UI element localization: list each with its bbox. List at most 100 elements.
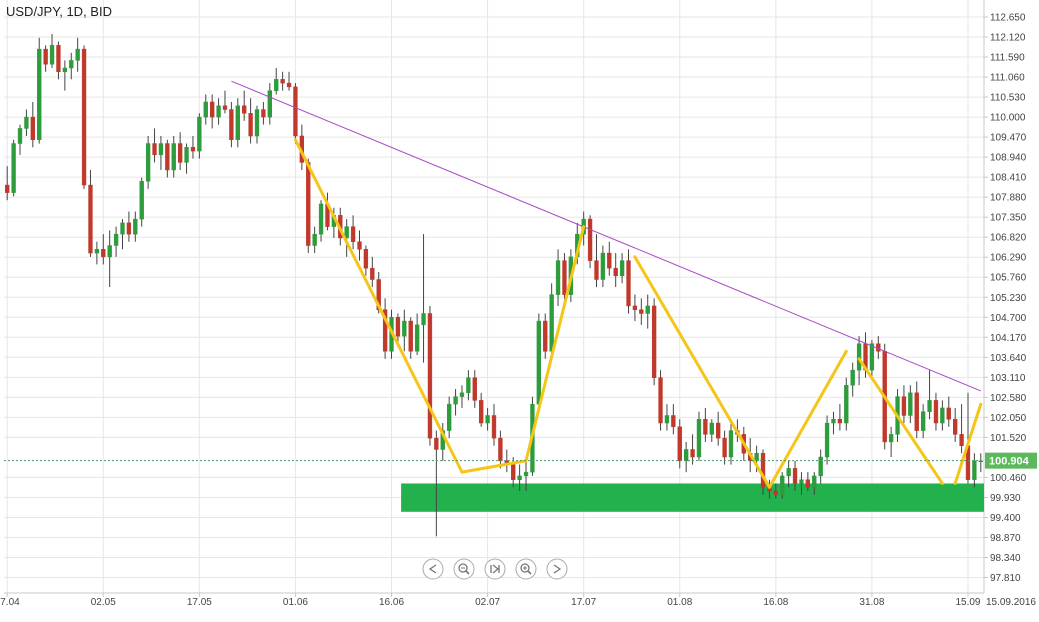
candle-body	[722, 437, 727, 458]
candle-body	[517, 475, 522, 480]
candle-body	[152, 143, 157, 156]
candle-body	[626, 260, 631, 307]
candle-body	[190, 147, 196, 152]
triangle-left-icon	[428, 564, 437, 574]
candle-body	[5, 184, 10, 193]
y-tick-label: 100.460	[990, 473, 1027, 484]
chart-title: USD/JPY, 1D, BID	[6, 4, 112, 19]
nav-button-circle	[484, 558, 506, 580]
candle-body	[357, 241, 362, 250]
magnifier-handle	[465, 570, 470, 575]
y-tick-label: 107.880	[990, 193, 1027, 204]
triangle-left-shape	[428, 564, 437, 574]
zoom-out-icon	[458, 563, 470, 575]
support-zone	[401, 483, 985, 512]
candle-body	[434, 437, 439, 450]
candle-body	[17, 128, 23, 144]
candle-body	[972, 460, 977, 480]
y-tick-label: 108.410	[990, 173, 1027, 184]
candle-body	[120, 222, 125, 235]
candle-body	[594, 260, 599, 280]
candle-body	[562, 260, 567, 295]
candle-body	[446, 403, 452, 431]
candle-body	[837, 419, 843, 424]
y-tick-label: 112.650	[990, 12, 1026, 23]
x-tick-label: 02.07	[475, 597, 500, 608]
candle-body	[88, 184, 93, 254]
candle-body	[959, 434, 964, 446]
candle-body	[511, 464, 516, 480]
scroll-left-button[interactable]	[422, 558, 444, 580]
candle-body	[805, 479, 811, 488]
candle-body	[869, 343, 875, 371]
candle-body	[37, 48, 42, 141]
candle-body	[824, 422, 830, 458]
candle-body	[280, 79, 285, 84]
candle-body	[267, 90, 272, 118]
candle-body	[145, 143, 151, 182]
trendline	[231, 80, 981, 392]
candle-body	[363, 249, 369, 269]
nav-button-circle	[546, 558, 568, 580]
y-tick-label: 103.640	[990, 353, 1027, 364]
candle-body	[716, 422, 721, 439]
candle-body	[600, 252, 606, 280]
candle-body	[139, 181, 144, 220]
y-tick-label: 98.340	[990, 553, 1021, 564]
zoom-in-button[interactable]	[515, 558, 537, 580]
candle-body	[901, 396, 907, 416]
scroll-right-button[interactable]	[546, 558, 568, 580]
y-tick-label: 103.110	[990, 373, 1026, 384]
candle-body	[350, 226, 356, 242]
candle-body	[286, 82, 292, 88]
candle-body	[549, 294, 554, 352]
candle-body	[498, 437, 503, 462]
candle-body	[382, 309, 388, 352]
candle-body	[177, 143, 183, 163]
candle-body	[651, 305, 657, 378]
candle-body	[703, 419, 708, 435]
candle-body	[235, 105, 240, 141]
candle-body	[94, 249, 100, 254]
candle-body	[306, 162, 311, 246]
x-tick-label: 16.06	[379, 597, 404, 608]
candle-body	[197, 116, 202, 152]
x-tick-label: 16.08	[763, 597, 788, 608]
candle-body	[479, 400, 484, 424]
x-tick-label: 17.07	[571, 597, 596, 608]
zoom-out-button[interactable]	[453, 558, 475, 580]
candle-body	[709, 422, 714, 435]
candle-body	[43, 48, 48, 65]
candle-body	[248, 113, 253, 137]
nav-button-circle	[453, 558, 475, 580]
pattern-line	[524, 225, 586, 463]
reset-button[interactable]	[484, 558, 506, 580]
candle-body	[254, 109, 260, 137]
candle-body	[69, 60, 74, 69]
candle-body	[920, 411, 926, 431]
candle-body	[786, 468, 791, 477]
reset-icon	[490, 564, 500, 574]
x-tick-label: 01.06	[283, 597, 308, 608]
y-tick-label: 104.700	[990, 313, 1027, 324]
y-tick-label: 101.520	[990, 433, 1027, 444]
x-tick-label: 15.09	[955, 597, 980, 608]
candle-body	[632, 305, 638, 310]
annotation-lines	[231, 80, 983, 489]
candle-body	[261, 109, 266, 118]
candle-body	[485, 415, 490, 424]
candle-body	[62, 67, 68, 73]
candle-body	[133, 218, 138, 235]
candle-body	[30, 116, 35, 141]
candle-body	[113, 233, 119, 246]
candle-body	[414, 324, 420, 352]
candle-body	[645, 305, 650, 314]
candle-body	[395, 317, 401, 337]
x-tick-label: 02.05	[91, 597, 116, 608]
triangle-right-shape	[553, 564, 562, 574]
candle-body	[799, 479, 804, 484]
y-tick-label: 106.290	[990, 253, 1027, 264]
candle-body	[158, 143, 164, 156]
